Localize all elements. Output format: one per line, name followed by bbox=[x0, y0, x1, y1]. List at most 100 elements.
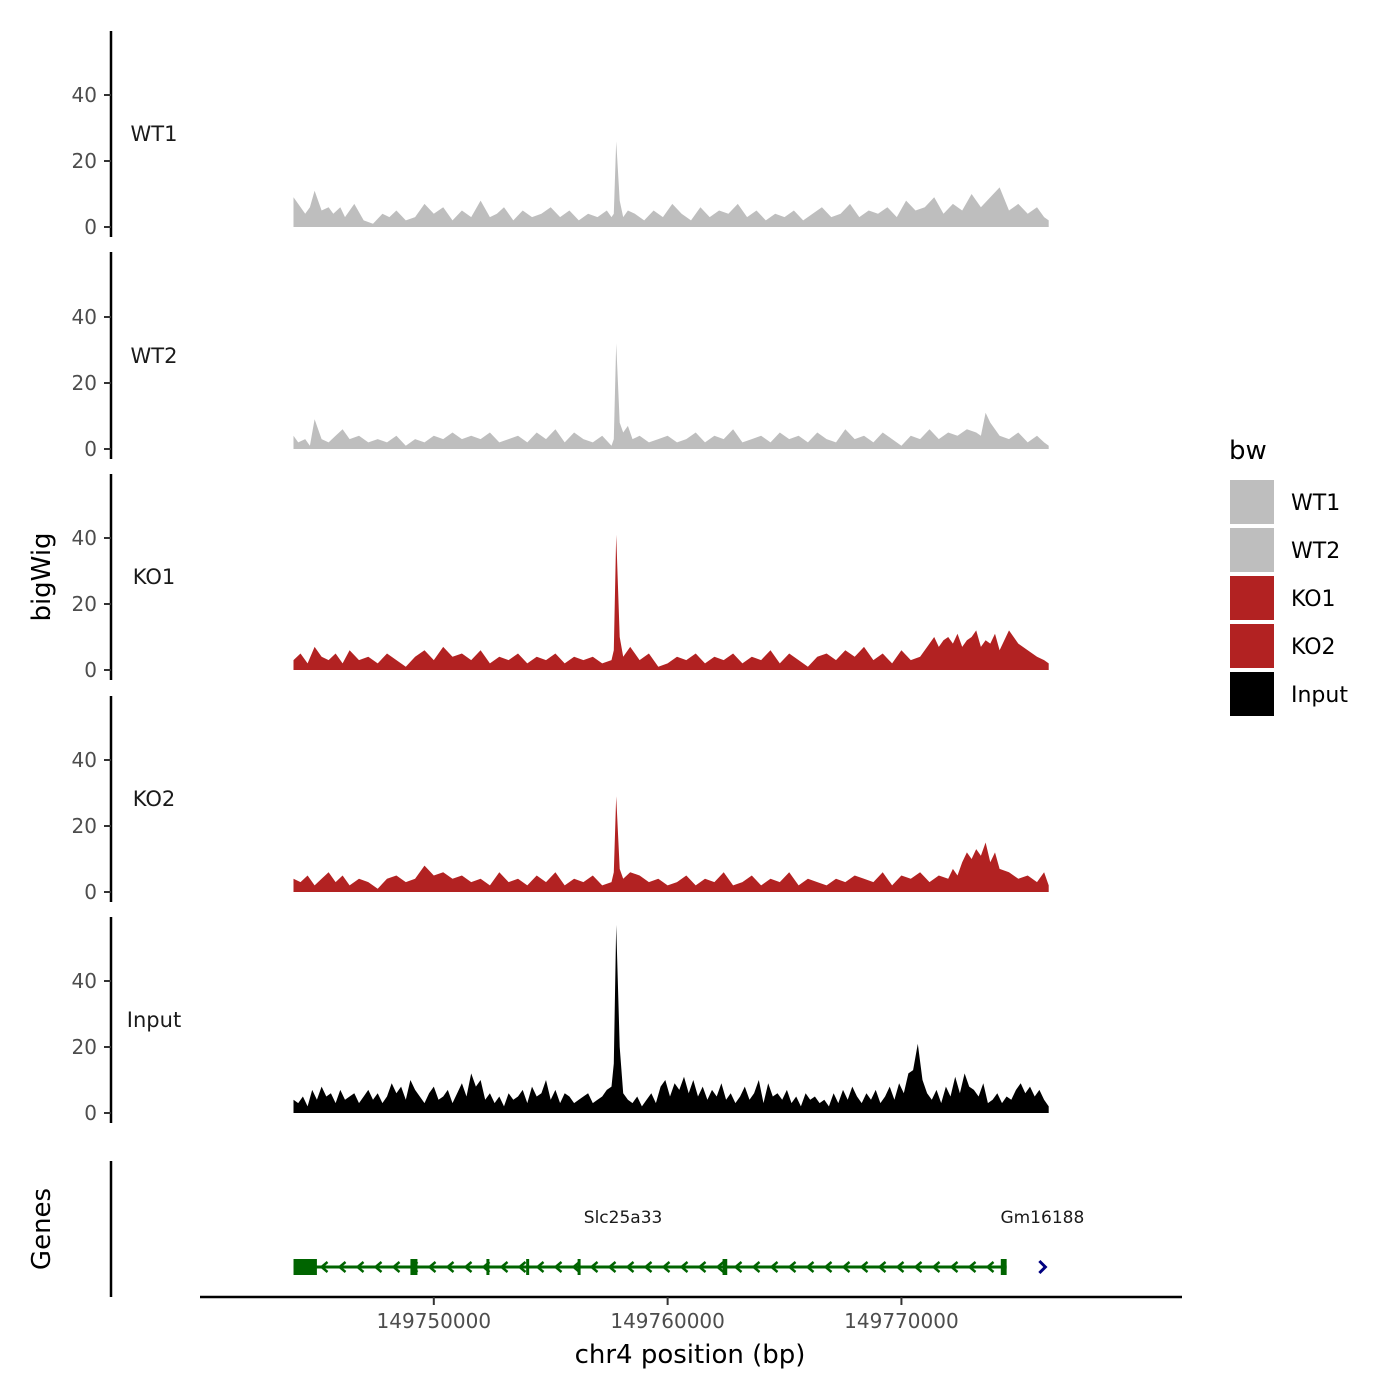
legend-label: Input bbox=[1291, 683, 1348, 708]
legend-item-ko2: KO2 bbox=[1230, 624, 1336, 668]
y-tick-label: 40 bbox=[72, 969, 97, 993]
y-tick-label: 0 bbox=[84, 1101, 97, 1125]
y-tick-label: 40 bbox=[72, 83, 97, 107]
strand-arrow bbox=[535, 1261, 545, 1273]
gene-exon bbox=[526, 1259, 530, 1275]
gene-exon bbox=[293, 1259, 317, 1275]
strand-arrow bbox=[445, 1261, 455, 1273]
gene-slc25a33: Slc25a33 bbox=[293, 1208, 1007, 1275]
legend-swatch bbox=[1230, 576, 1274, 620]
strand-arrow bbox=[607, 1261, 617, 1273]
legend-item-wt2: WT2 bbox=[1230, 528, 1340, 572]
strand-arrow bbox=[589, 1261, 599, 1273]
x-tick-label: 149760000 bbox=[610, 1309, 725, 1333]
legend-label: WT1 bbox=[1291, 491, 1340, 516]
y-tick-label: 20 bbox=[72, 149, 97, 173]
strand-arrow bbox=[895, 1261, 905, 1273]
gene-label: Slc25a33 bbox=[584, 1208, 663, 1228]
track-label: Input bbox=[127, 1008, 181, 1032]
x-tick-label: 149770000 bbox=[844, 1309, 959, 1333]
coverage-tracks: 0 20 40 WT1 0 20 40 WT2 0 20 40 KO1 0 20 40 KO2 0 20 40 Inp… bbox=[72, 31, 1049, 1125]
track-ko2: 0 20 40 KO2 bbox=[72, 696, 1049, 904]
legend-label: KO2 bbox=[1291, 635, 1336, 660]
y-axis-title: bigWig bbox=[27, 532, 57, 621]
legend-label: WT2 bbox=[1291, 539, 1340, 564]
y-tick-label: 40 bbox=[72, 526, 97, 550]
x-tick-label: 149750000 bbox=[377, 1309, 492, 1333]
strand-arrow bbox=[733, 1261, 743, 1273]
y-tick-label: 0 bbox=[84, 658, 97, 682]
strand-arrow bbox=[337, 1261, 347, 1273]
track-input: 0 20 40 Input bbox=[72, 917, 1049, 1125]
strand-arrow bbox=[355, 1261, 365, 1273]
strand-arrow bbox=[391, 1261, 401, 1273]
strand-arrow bbox=[787, 1261, 797, 1273]
gene-exon bbox=[1000, 1259, 1007, 1275]
legend-swatch bbox=[1230, 480, 1274, 524]
legend-title: bw bbox=[1229, 436, 1267, 466]
legend-items: WT1 WT2 KO1 KO2 Input bbox=[1230, 480, 1348, 716]
strand-arrow bbox=[679, 1261, 689, 1273]
strand-arrow bbox=[823, 1261, 833, 1273]
gene-label: Gm16188 bbox=[1000, 1208, 1084, 1228]
x-axis: 149750000 149760000 149770000 chr4 positio… bbox=[200, 1295, 1182, 1370]
y-tick-label: 20 bbox=[72, 371, 97, 395]
genes-axis-title: Genes bbox=[27, 1188, 57, 1270]
strand-arrow bbox=[553, 1261, 563, 1273]
track-ko1: 0 20 40 KO1 bbox=[72, 474, 1049, 682]
strand-arrow bbox=[913, 1261, 923, 1273]
strand-arrow bbox=[715, 1261, 725, 1273]
strand-arrow bbox=[499, 1261, 509, 1273]
y-tick-label: 20 bbox=[72, 592, 97, 616]
track-label: KO1 bbox=[133, 565, 176, 589]
strand-arrow bbox=[1038, 1259, 1048, 1275]
y-tick-label: 20 bbox=[72, 1035, 97, 1059]
y-tick-label: 0 bbox=[84, 215, 97, 239]
strand-arrow bbox=[751, 1261, 761, 1273]
legend: bw WT1 WT2 KO1 KO2 Input bbox=[1229, 436, 1348, 716]
legend-swatch bbox=[1230, 672, 1274, 716]
strand-arrow bbox=[571, 1261, 581, 1273]
track-label: KO2 bbox=[133, 787, 176, 811]
coverage-area bbox=[293, 343, 1049, 449]
strand-arrow bbox=[967, 1261, 977, 1273]
coverage-area bbox=[293, 141, 1049, 227]
y-tick-label: 40 bbox=[72, 305, 97, 329]
strand-arrow bbox=[841, 1261, 851, 1273]
strand-arrow bbox=[625, 1261, 635, 1273]
strand-arrow bbox=[769, 1261, 779, 1273]
strand-arrow bbox=[643, 1261, 653, 1273]
y-tick-label: 40 bbox=[72, 748, 97, 772]
y-tick-label: 20 bbox=[72, 814, 97, 838]
legend-swatch bbox=[1230, 624, 1274, 668]
strand-arrow bbox=[697, 1261, 707, 1273]
strand-arrow bbox=[859, 1261, 869, 1273]
strand-arrow bbox=[985, 1261, 995, 1273]
legend-item-input: Input bbox=[1230, 672, 1348, 716]
y-tick-label: 0 bbox=[84, 437, 97, 461]
gene-exon bbox=[722, 1259, 728, 1275]
strand-arrow bbox=[661, 1261, 671, 1273]
track-wt2: 0 20 40 WT2 bbox=[72, 252, 1049, 461]
gene-exon bbox=[486, 1259, 490, 1275]
coverage-area bbox=[293, 796, 1049, 892]
genes-panel: Genes Slc25a33 Gm16188 bbox=[27, 1161, 1084, 1297]
strand-arrow bbox=[931, 1261, 941, 1273]
strand-arrow bbox=[877, 1261, 887, 1273]
strand-arrow bbox=[517, 1261, 527, 1273]
strand-arrow bbox=[427, 1261, 437, 1273]
gene-gm16188: Gm16188 bbox=[1000, 1208, 1084, 1275]
coverage-area bbox=[293, 534, 1049, 670]
track-label: WT2 bbox=[131, 344, 178, 368]
legend-swatch bbox=[1230, 528, 1274, 572]
x-ticks: 149750000 149760000 149770000 bbox=[377, 1297, 959, 1333]
strand-arrow bbox=[319, 1261, 329, 1273]
track-label: WT1 bbox=[131, 122, 178, 146]
legend-label: KO1 bbox=[1291, 587, 1336, 612]
strand-arrow bbox=[463, 1261, 473, 1273]
track-wt1: 0 20 40 WT1 bbox=[72, 31, 1049, 239]
strand-arrow bbox=[373, 1261, 383, 1273]
y-tick-label: 0 bbox=[84, 880, 97, 904]
strand-arrow bbox=[949, 1261, 959, 1273]
